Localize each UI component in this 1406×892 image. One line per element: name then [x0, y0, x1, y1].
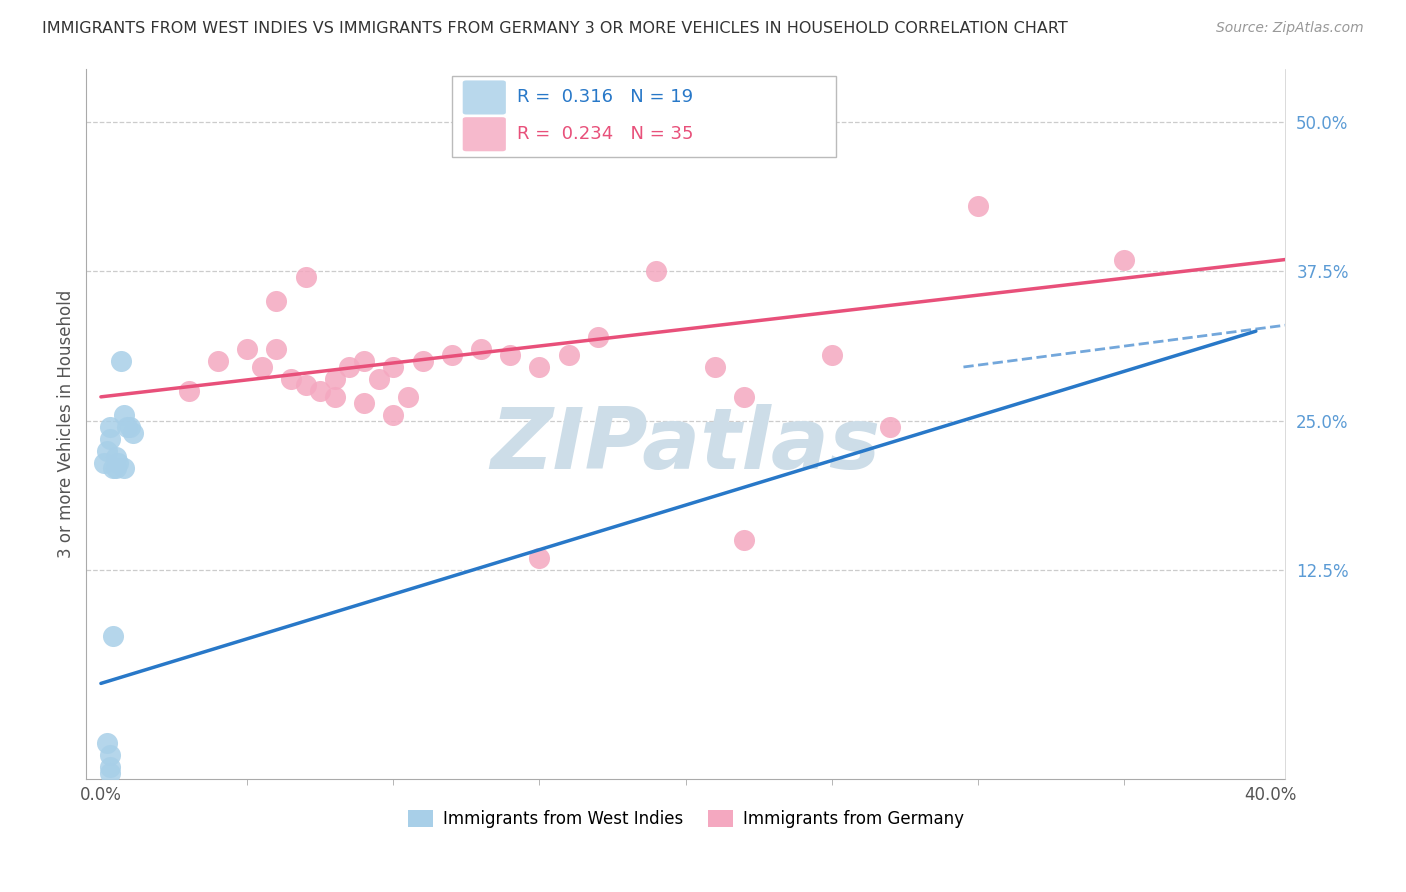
Point: [412, 354, 434, 368]
Point: [207, 354, 229, 368]
Point: [967, 199, 990, 213]
Y-axis label: 3 or more Vehicles in Household: 3 or more Vehicles in Household: [58, 290, 75, 558]
Point: [879, 419, 901, 434]
Point: [104, 450, 127, 464]
Point: [586, 330, 609, 344]
Text: R =  0.234   N = 35: R = 0.234 N = 35: [516, 125, 693, 144]
Point: [396, 390, 419, 404]
Point: [821, 348, 844, 362]
Point: [122, 425, 145, 440]
Point: [733, 390, 755, 404]
Point: [323, 372, 346, 386]
Point: [112, 461, 135, 475]
Point: [98, 432, 121, 446]
Point: [470, 342, 492, 356]
Point: [499, 348, 522, 362]
Point: [645, 264, 668, 278]
Point: [93, 456, 115, 470]
Point: [177, 384, 200, 398]
Point: [266, 342, 288, 356]
Point: [98, 747, 121, 762]
Point: [529, 551, 551, 566]
FancyBboxPatch shape: [451, 76, 835, 157]
Point: [110, 354, 132, 368]
Point: [96, 443, 118, 458]
FancyBboxPatch shape: [463, 80, 506, 114]
Point: [98, 760, 121, 774]
Point: [115, 419, 138, 434]
Point: [294, 270, 316, 285]
Point: [529, 359, 551, 374]
Point: [104, 461, 127, 475]
Point: [733, 533, 755, 548]
Point: [280, 372, 302, 386]
Text: R =  0.316   N = 19: R = 0.316 N = 19: [516, 88, 693, 106]
Point: [96, 736, 118, 750]
Point: [353, 396, 375, 410]
Point: [382, 408, 405, 422]
Point: [367, 372, 389, 386]
Point: [440, 348, 463, 362]
FancyBboxPatch shape: [463, 117, 506, 152]
Point: [353, 354, 375, 368]
Point: [309, 384, 332, 398]
Point: [98, 419, 121, 434]
Point: [323, 390, 346, 404]
Point: [107, 456, 129, 470]
Point: [98, 766, 121, 780]
Point: [112, 408, 135, 422]
Point: [250, 359, 273, 374]
Text: IMMIGRANTS FROM WEST INDIES VS IMMIGRANTS FROM GERMANY 3 OR MORE VEHICLES IN HOU: IMMIGRANTS FROM WEST INDIES VS IMMIGRANT…: [42, 21, 1069, 36]
Legend: Immigrants from West Indies, Immigrants from Germany: Immigrants from West Indies, Immigrants …: [401, 803, 970, 835]
Point: [101, 461, 124, 475]
Point: [1114, 252, 1136, 267]
Point: [236, 342, 259, 356]
Point: [382, 359, 405, 374]
Text: ZIPatlas: ZIPatlas: [491, 403, 880, 486]
Point: [120, 419, 142, 434]
Point: [266, 294, 288, 309]
Point: [339, 359, 361, 374]
Point: [703, 359, 725, 374]
Point: [294, 378, 316, 392]
Text: Source: ZipAtlas.com: Source: ZipAtlas.com: [1216, 21, 1364, 35]
Point: [558, 348, 581, 362]
Point: [101, 629, 124, 643]
